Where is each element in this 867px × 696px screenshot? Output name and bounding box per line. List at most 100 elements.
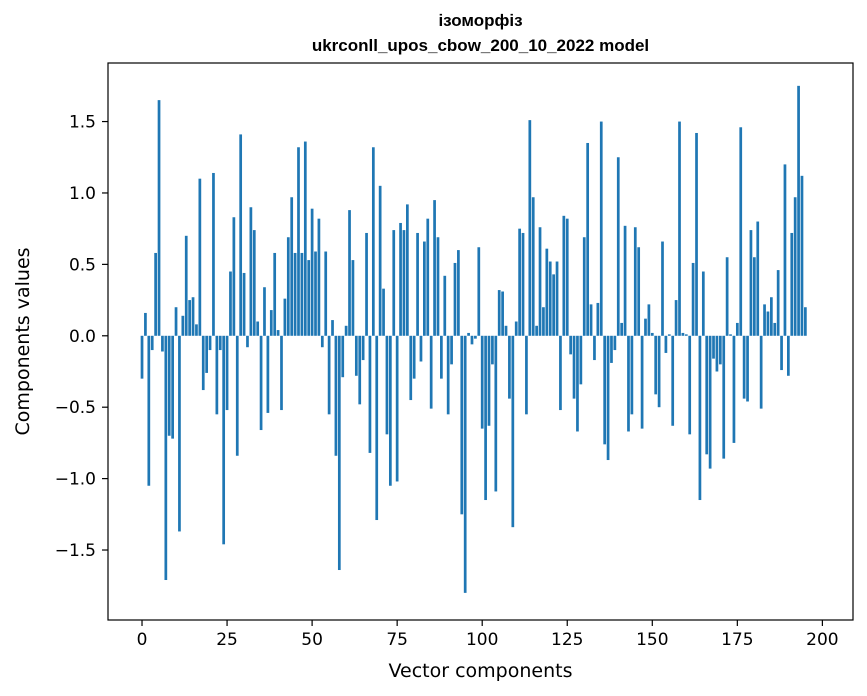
bar	[766, 311, 770, 336]
bar	[555, 261, 559, 336]
bar	[661, 241, 664, 336]
y-tick-label: −0.5	[55, 398, 96, 418]
bar	[320, 335, 324, 348]
bar	[365, 232, 368, 336]
y-tick-label: 1.0	[69, 184, 96, 204]
x-axis-label: Vector components	[389, 660, 573, 682]
bar	[157, 100, 161, 336]
bar	[276, 330, 280, 336]
bar	[392, 230, 396, 336]
bar	[521, 232, 525, 336]
bar	[324, 251, 328, 336]
bar	[450, 335, 453, 365]
bar	[548, 261, 552, 336]
bar	[739, 127, 743, 336]
bar	[487, 335, 491, 426]
y-axis: −1.5 −1.0 −0.5 0.0 0.5 1.0 1.5	[55, 113, 108, 561]
bar	[497, 290, 501, 336]
bar	[793, 197, 797, 336]
bar	[358, 335, 362, 405]
bar	[776, 270, 780, 336]
bar	[732, 335, 736, 443]
bar	[314, 251, 317, 336]
bar	[701, 271, 705, 336]
bar	[382, 288, 385, 336]
bar	[752, 257, 756, 336]
bar	[596, 302, 600, 336]
x-tick-label: 0	[137, 630, 148, 650]
bar	[235, 335, 239, 456]
bar	[576, 335, 579, 432]
bar	[630, 335, 634, 415]
bar	[229, 271, 232, 336]
bar	[640, 335, 644, 429]
bar	[528, 120, 532, 336]
bar	[708, 335, 712, 469]
bar	[310, 208, 314, 336]
bar	[201, 335, 205, 391]
bar	[256, 321, 260, 336]
bar	[164, 335, 168, 581]
bar	[559, 335, 562, 411]
bar	[491, 335, 494, 365]
bar	[385, 335, 389, 435]
bar	[412, 335, 416, 379]
bar	[215, 335, 219, 415]
bar	[667, 334, 671, 336]
bar	[446, 335, 450, 415]
bar	[368, 335, 372, 453]
bar	[718, 335, 722, 365]
bar	[208, 335, 212, 351]
bar	[457, 250, 460, 336]
bar	[606, 335, 610, 461]
x-tick-label: 25	[216, 630, 238, 650]
bar	[460, 335, 464, 515]
bar	[371, 147, 375, 336]
bar	[664, 335, 668, 353]
bar	[181, 315, 185, 336]
bar	[647, 304, 651, 336]
bar	[637, 247, 641, 336]
x-tick-label: 175	[721, 630, 753, 650]
bar	[610, 335, 613, 363]
bar	[620, 322, 624, 336]
x-axis: 0 25 50 75 100 125 150 175 200	[137, 620, 839, 650]
bar	[140, 335, 144, 379]
x-tick-label: 75	[386, 630, 408, 650]
y-tick-label: 0.5	[69, 255, 96, 275]
bar	[800, 175, 804, 336]
y-tick-label: −1.5	[55, 541, 96, 561]
bar	[504, 325, 508, 336]
bar	[331, 320, 334, 336]
plot-frame	[107, 62, 854, 621]
x-tick-label: 100	[466, 630, 498, 650]
bar	[603, 335, 607, 445]
bar	[225, 335, 229, 411]
bar	[167, 335, 171, 436]
bar	[650, 332, 654, 336]
bar	[327, 335, 331, 415]
bar	[763, 304, 766, 336]
x-tick-label: 200	[806, 630, 838, 650]
bar	[344, 325, 348, 336]
bar	[273, 252, 277, 336]
chart-subtitle: ukrconll_upos_cbow_200_10_2022 model	[312, 36, 649, 55]
bar	[232, 217, 236, 336]
bar	[477, 247, 481, 336]
bar	[426, 218, 430, 336]
y-tick-label: 1.5	[69, 113, 96, 133]
bar	[705, 335, 709, 455]
bar	[402, 230, 406, 336]
bar	[218, 335, 222, 351]
bar	[722, 335, 726, 459]
bar	[678, 121, 681, 336]
bar	[453, 262, 457, 336]
bar	[300, 252, 304, 336]
bar	[729, 334, 732, 336]
bar	[688, 335, 692, 435]
bar	[712, 335, 715, 359]
bar	[361, 335, 365, 361]
bar	[756, 221, 760, 336]
bar	[171, 335, 174, 439]
